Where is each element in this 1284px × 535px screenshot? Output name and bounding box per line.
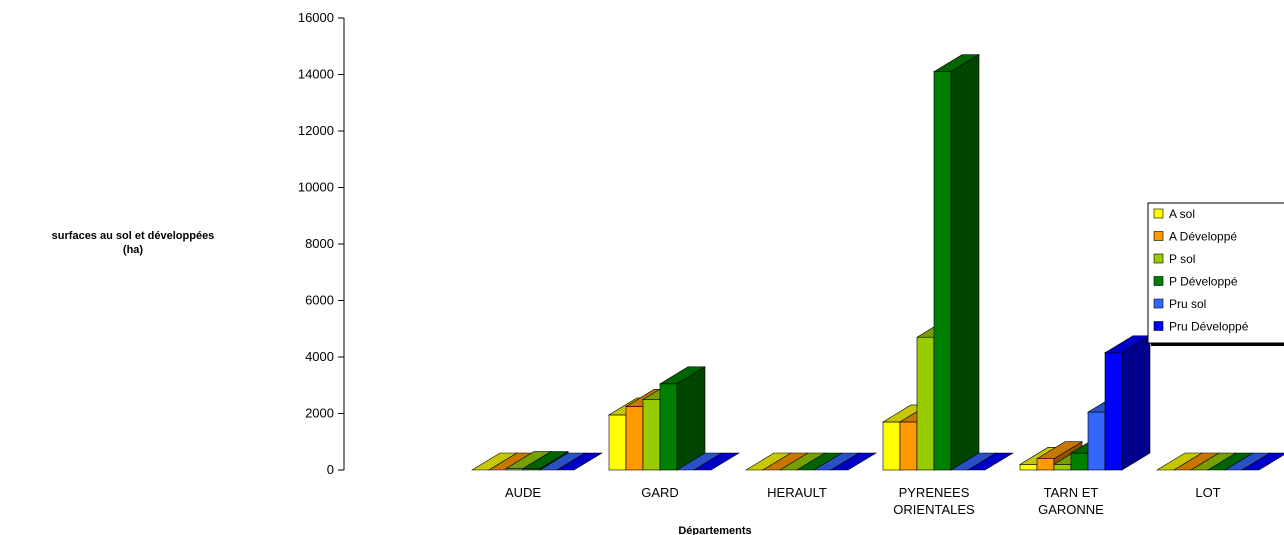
bar-top (932, 54, 981, 72)
x-tick-label: LOT (1195, 485, 1220, 500)
bar-front (916, 336, 935, 471)
y-tick-label: 12000 (298, 123, 334, 138)
bar (692, 452, 741, 471)
x-tick-label: ORIENTALES (893, 502, 975, 517)
y-tick-label: 8000 (305, 236, 334, 251)
x-tick-label: GARD (641, 485, 679, 500)
legend-entry: A sol (1169, 207, 1195, 221)
x-tick-label: AUDE (505, 485, 541, 500)
bar-front (1104, 352, 1123, 471)
x-tick-label: GARONNE (1038, 502, 1104, 517)
bar-front (625, 406, 644, 471)
bar-side (1121, 335, 1151, 471)
bar-top (829, 452, 878, 471)
legend-swatch (1153, 208, 1164, 219)
x-tick-label: HERAULT (767, 485, 827, 500)
bar (658, 366, 707, 471)
legend-swatch (1153, 321, 1164, 331)
bar-top (555, 452, 604, 471)
bar-front (1019, 464, 1038, 471)
y-tick-label: 0 (327, 462, 334, 477)
y-axis-title: surfaces au sol et développées (ha) (52, 230, 215, 256)
bar (1240, 452, 1284, 471)
legend-box (1147, 202, 1284, 344)
bar (829, 452, 878, 471)
y-tick-label: 16000 (298, 10, 334, 25)
bar (966, 452, 1015, 471)
legend-entry: P Développé (1169, 275, 1238, 289)
y-tick-label: 14000 (298, 67, 334, 82)
y-tick-label: 2000 (305, 406, 334, 421)
y-tick-label: 6000 (305, 293, 334, 308)
bar-front (1053, 464, 1072, 471)
legend-entry: Pru sol (1169, 297, 1206, 311)
legend: A sol A Développé P sol P Développé Pru sol P… (1147, 202, 1284, 346)
bar-front (882, 421, 901, 471)
bar-top (692, 452, 741, 471)
legend-entry: P sol (1169, 252, 1195, 266)
x-tick-label: TARN ET (1044, 485, 1099, 500)
bar-front (1036, 458, 1055, 471)
legend-swatch (1153, 298, 1164, 309)
y-axis-title-line-1: surfaces au sol et développées (52, 230, 215, 242)
bar-top (521, 451, 570, 469)
legend-entry: A Développé (1169, 230, 1237, 244)
bar-front (659, 383, 678, 471)
bar-front (933, 71, 952, 471)
x-axis-title: Départements (678, 525, 751, 535)
bar-top (1035, 441, 1084, 460)
bar (932, 54, 981, 471)
legend-swatch (1153, 231, 1164, 241)
legend-swatch (1153, 253, 1164, 264)
bar-front (608, 414, 627, 471)
bar-front (1087, 411, 1106, 471)
bar-top (966, 452, 1015, 471)
bar-side (676, 366, 706, 471)
bar-side (950, 54, 980, 471)
bar-front (899, 421, 918, 471)
y-tick-label: 4000 (305, 349, 334, 364)
bar-top (1240, 452, 1284, 471)
legend-entry: Pru Développé (1169, 320, 1249, 334)
x-tick-label: PYRENEES (899, 485, 970, 500)
bar-front (1070, 452, 1089, 471)
bar-top (658, 366, 707, 385)
y-axis-title-line-2: (ha) (123, 244, 144, 256)
bar-front (642, 399, 661, 471)
bar (1103, 335, 1152, 471)
bar (555, 452, 604, 471)
legend-swatch (1153, 276, 1164, 286)
y-tick-label: 10000 (298, 180, 334, 195)
